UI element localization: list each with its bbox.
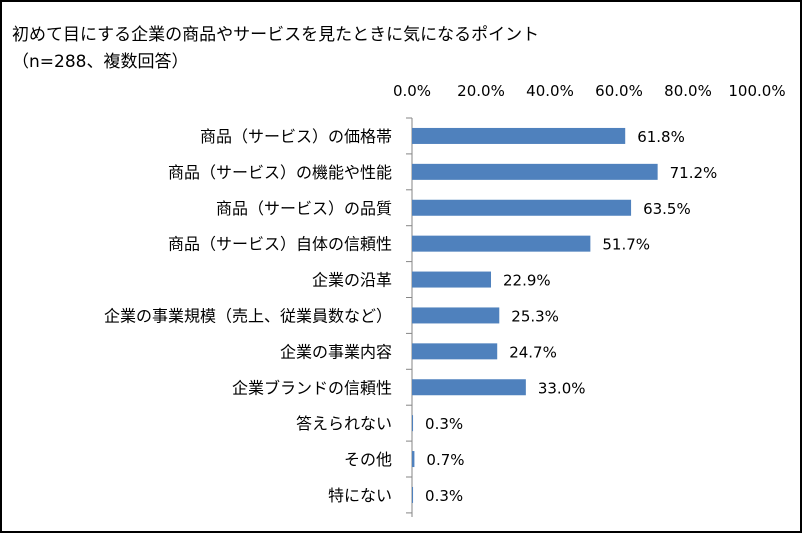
category-label: 企業ブランドの信頼性 [232, 378, 392, 397]
category-label: 商品（サービス）の品質 [216, 199, 392, 218]
category-label: 企業の沿革 [312, 271, 392, 290]
bar [412, 415, 414, 432]
x-tick-label: 100.0% [728, 82, 785, 100]
data-label: 24.7% [509, 343, 557, 361]
data-label: 0.3% [425, 415, 463, 433]
x-tick-label: 20.0% [457, 82, 505, 100]
bar [412, 343, 498, 360]
bar [412, 307, 500, 324]
data-label: 33.0% [538, 379, 586, 397]
bar [412, 199, 632, 216]
bar [412, 379, 526, 396]
data-label: 0.7% [426, 451, 464, 469]
data-label: 25.3% [511, 307, 559, 325]
x-tick-label: 40.0% [526, 82, 574, 100]
x-tick-label: 80.0% [664, 82, 712, 100]
data-label: 51.7% [602, 236, 650, 254]
category-label: 商品（サービス）の価格帯 [200, 127, 392, 146]
data-label: 61.8% [637, 128, 685, 146]
x-tick-label: 0.0% [393, 82, 431, 100]
x-tick-label: 60.0% [595, 82, 643, 100]
data-label: 63.5% [643, 200, 691, 218]
category-label: その他 [344, 450, 392, 469]
category-label: 特にない [328, 486, 392, 505]
bar [412, 127, 626, 144]
bar [412, 486, 414, 503]
category-label: 商品（サービス）自体の信頼性 [168, 235, 392, 254]
bar [412, 235, 591, 252]
data-label: 71.2% [670, 164, 718, 182]
category-label: 答えられない [296, 414, 392, 433]
data-label: 0.3% [425, 487, 463, 505]
bar [412, 451, 415, 468]
category-label: 商品（サービス）の機能や性能 [168, 163, 392, 182]
chart-title-line-2: （n=288、複数回答） [12, 52, 189, 72]
category-label: 企業の事業規模（売上、従業員数など） [104, 306, 392, 325]
category-label: 企業の事業内容 [280, 342, 392, 361]
bar [412, 163, 658, 180]
chart-title-line-1: 初めて目にする企業の商品やサービスを見たときに気になるポイント [12, 25, 540, 45]
bar [412, 271, 492, 288]
chart-title: 初めて目にする企業の商品やサービスを見たときに気になるポイント （n=288、複… [12, 22, 539, 76]
data-label: 22.9% [503, 272, 551, 290]
